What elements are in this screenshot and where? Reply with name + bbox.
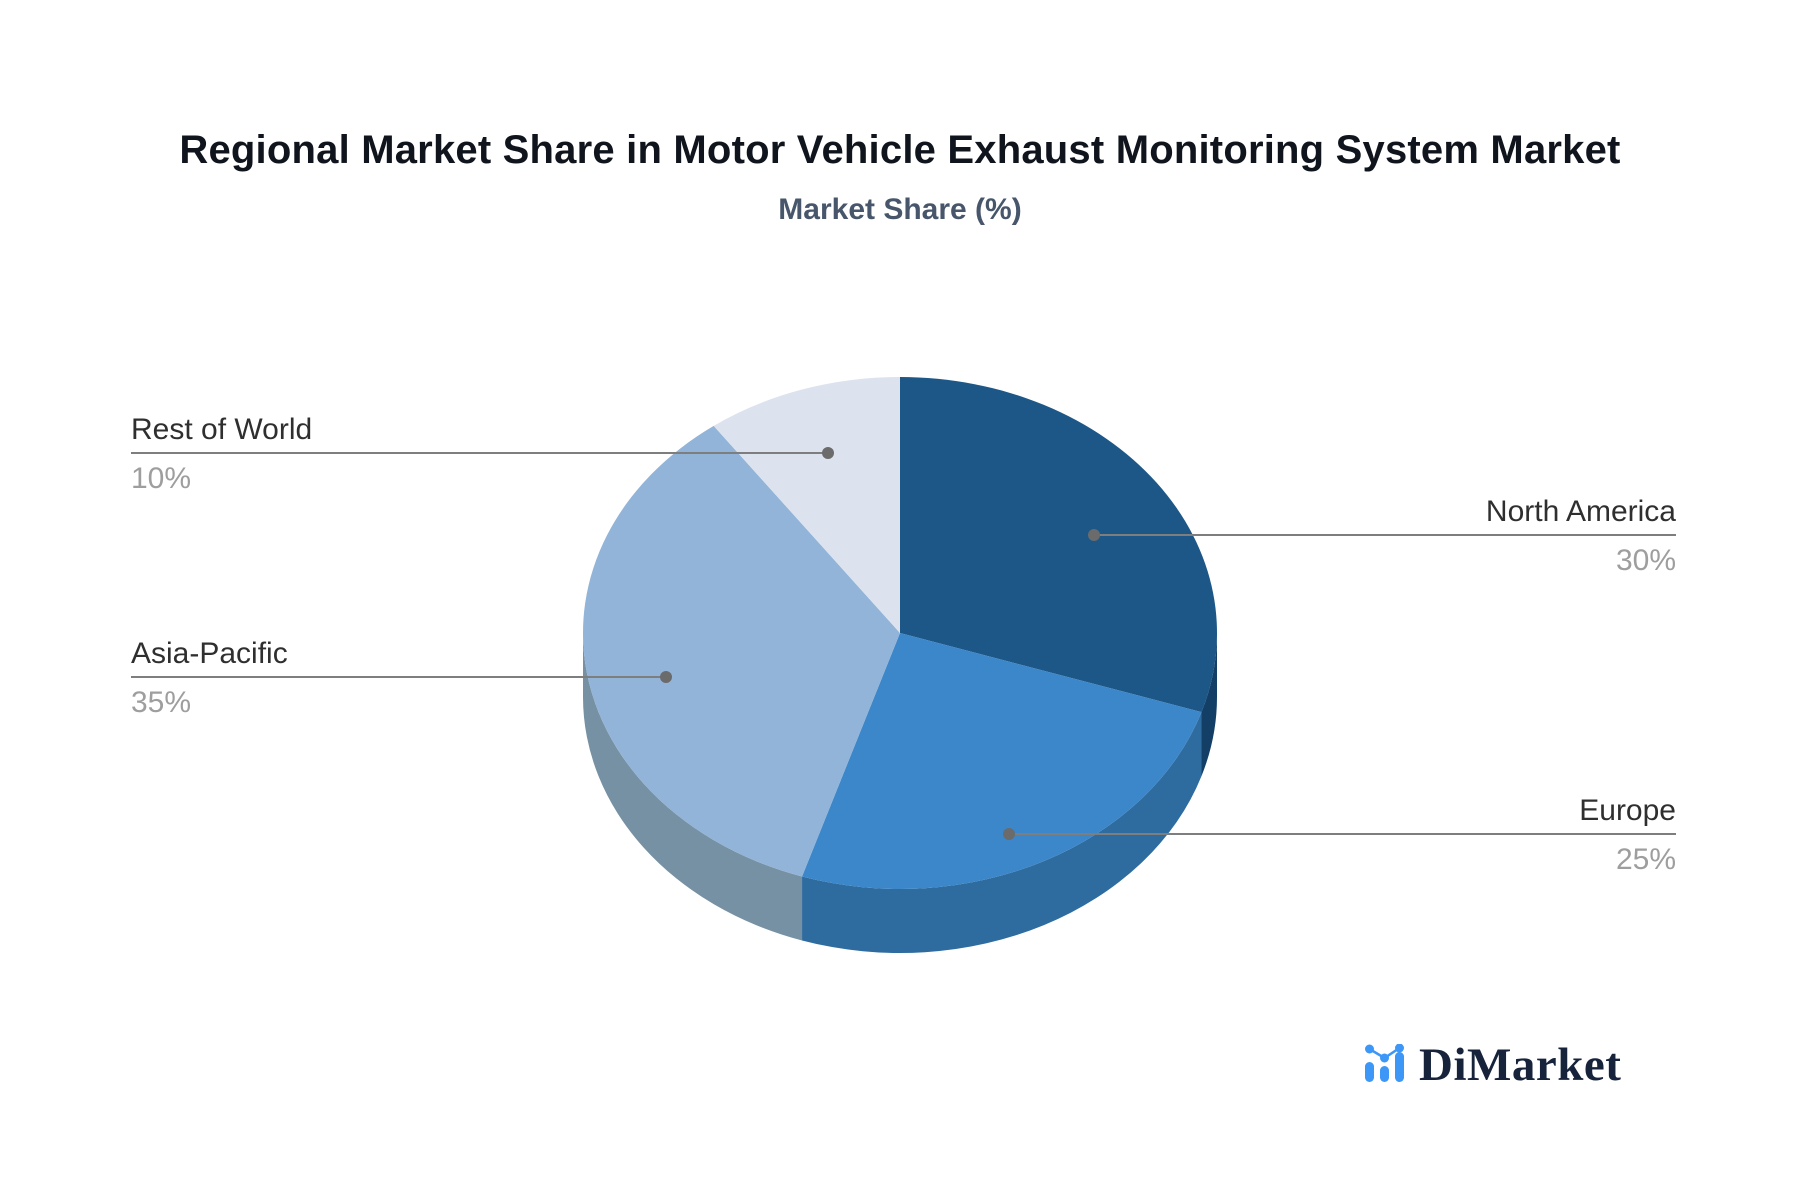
logo-bar — [1395, 1052, 1404, 1082]
leader-dot-north-america — [1088, 529, 1100, 541]
chart-title: Regional Market Share in Motor Vehicle E… — [179, 128, 1621, 172]
logo-dot — [1380, 1053, 1389, 1063]
slice-label-europe: Europe — [1579, 794, 1676, 827]
callout-north-america: North America 30% — [1486, 493, 1676, 579]
bar-line-chart-icon — [1365, 1044, 1404, 1082]
slice-value-north-america: 30% — [1615, 544, 1676, 577]
chart-subtitle: Market Share (%) — [778, 193, 1022, 226]
logo-dot — [1395, 1044, 1404, 1053]
leader-dot-asia-pacific — [660, 671, 672, 683]
callout-asia-pacific: Asia-Pacific 35% — [131, 635, 288, 721]
slice-value-rest-of-world: 10% — [131, 462, 192, 495]
logo-bar — [1380, 1066, 1389, 1082]
callout-rest-of-world: Rest of World 10% — [131, 411, 312, 497]
leader-dot-rest-of-world — [822, 447, 834, 459]
slice-label-north-america: North America — [1485, 495, 1676, 528]
logo-bar — [1365, 1062, 1374, 1082]
pie-slice-side-asia-pacific — [583, 633, 803, 941]
slice-label-rest-of-world: Rest of World — [131, 413, 313, 446]
pie-slice-rest-of-world[interactable] — [713, 377, 900, 633]
pie-slice-asia-pacific[interactable] — [582, 425, 900, 877]
pie-slice-north-america[interactable] — [900, 377, 1217, 713]
brand-logo: DiMarket — [1362, 1038, 1621, 1092]
callout-europe: Europe 25% — [1579, 792, 1676, 878]
pie-slice-side-north-america — [1201, 633, 1217, 777]
brand-logo-text: DiMarket — [1419, 1039, 1622, 1091]
pie-slice-europe[interactable] — [802, 633, 1202, 889]
slice-value-asia-pacific: 35% — [131, 686, 192, 719]
pie-slice-side-europe — [802, 712, 1202, 953]
leader-dot-europe — [1003, 828, 1015, 840]
slice-label-asia-pacific: Asia-Pacific — [131, 637, 288, 670]
logo-dot — [1365, 1044, 1374, 1054]
slice-value-europe: 25% — [1615, 843, 1676, 876]
